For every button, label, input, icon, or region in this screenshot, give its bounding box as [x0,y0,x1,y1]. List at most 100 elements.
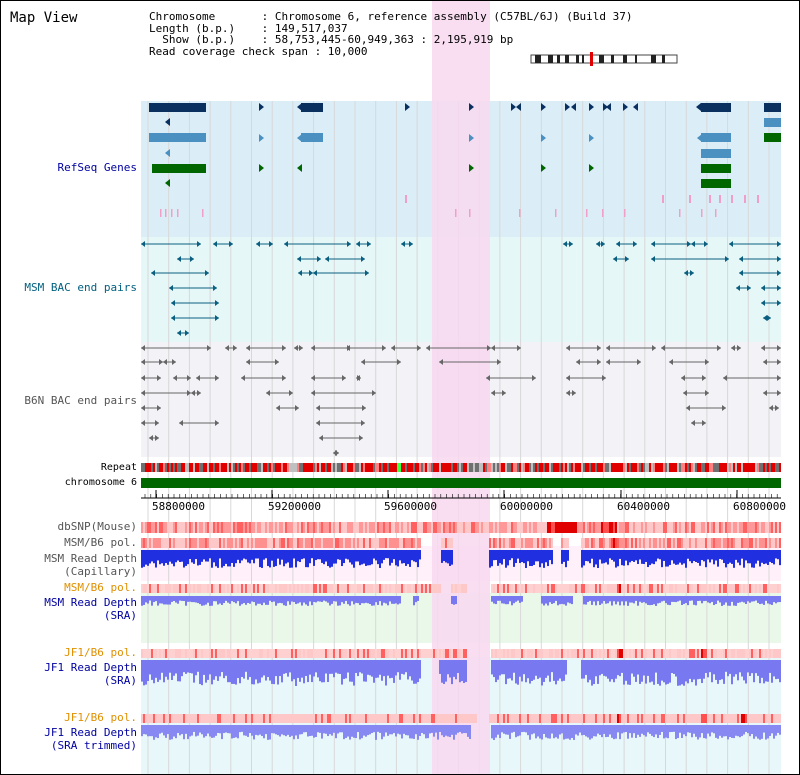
polymorphism-cell [321,538,323,548]
gene-arrow [511,103,516,111]
read-depth-bar [337,596,339,606]
polymorphism-cell [331,522,333,533]
read-depth-bar [355,725,357,739]
repeat-element [627,463,629,472]
polymorphism-cell [455,522,457,533]
read-depth-bar [253,550,255,564]
track-label-jf1-b6-pol-2[interactable]: JF1/B6 pol. [64,711,137,724]
polymorphism-cell [677,522,679,533]
polymorphism-cell [693,649,695,658]
polymorphism-cell [181,522,183,533]
read-depth-bar [395,596,397,604]
track-label-jf1-depth-trim[interactable]: JF1 Read Depth [44,726,137,739]
repeat-element [223,463,225,472]
polymorphism-cell [741,649,743,658]
read-depth-bar [179,660,181,682]
polymorphism-cell [653,538,655,548]
track-label-repeat[interactable]: Repeat [100,462,137,473]
track-label-msm-b6-pol-2[interactable]: MSM/B6 pol. [64,581,137,594]
read-depth-bar [507,660,509,679]
track-label-refseq[interactable]: RefSeq Genes [57,161,137,174]
read-depth-bar [503,725,505,734]
polymorphism-cell [527,714,529,723]
read-depth-bar [333,596,335,602]
read-depth-bar [383,596,385,603]
polymorphism-cell [539,522,541,533]
read-depth-bar [619,550,621,559]
track-label-msm-b6-pol[interactable]: MSM/B6 pol. [64,536,137,549]
read-depth-bar [425,725,427,739]
read-depth-bar [307,550,309,568]
repeat-element [487,463,489,472]
read-depth-bar [313,550,315,566]
read-depth-bar [743,660,745,681]
read-depth-bar [519,596,521,603]
track-label-b6n-bac[interactable]: B6N BAC end pairs [24,394,137,407]
polymorphism-cell [335,584,337,593]
polymorphism-cell [227,714,229,723]
polymorphism-cell [285,714,287,723]
polymorphism-cell [599,714,601,723]
polymorphism-cell [183,522,185,533]
repeat-element [697,463,699,472]
track-label-dbsnp[interactable]: dbSNP(Mouse) [57,520,137,533]
polymorphism-cell [529,538,531,548]
read-depth-bar [321,550,323,563]
polymorphism-cell [407,584,409,593]
read-depth-bar [693,660,695,680]
polymorphism-cell [275,584,277,593]
gene-arrow [571,103,576,111]
track-label-msm-depth-cap[interactable]: MSM Read Depth [44,552,137,565]
polymorphism-cell [627,714,629,723]
polymorphism-cell [659,522,661,533]
polymorphism-cell [237,649,239,658]
read-depth-bar [583,596,585,605]
bac-end [157,375,161,381]
polymorphism-cell [531,714,533,723]
read-depth-bar [669,596,671,606]
gene-block [764,118,781,127]
polymorphism-cell [351,522,353,533]
gene-block [152,164,206,173]
polymorphism-cell [295,649,297,658]
track-label-jf1-b6-pol[interactable]: JF1/B6 pol. [64,646,137,659]
read-depth-bar [545,550,547,563]
track-label-jf1-depth-sra[interactable]: JF1 Read Depth [44,661,137,674]
polymorphism-cell [401,649,403,658]
polymorphism-cell [593,538,595,548]
polymorphism-cell [283,522,285,533]
info-show: Show (b.p.) : 58,753,445-60,949,363 : 2,… [149,33,514,46]
track-label-msm-bac[interactable]: MSM BAC end pairs [24,281,137,294]
read-depth-bar [649,725,651,734]
polymorphism-cell [347,714,349,723]
polymorphism-cell [149,522,151,533]
polymorphism-cell [497,522,499,533]
polymorphism-cell [365,649,367,658]
polymorphism-cell [363,538,365,548]
polymorphism-cell [501,714,503,723]
polymorphism-cell [655,538,657,548]
polymorphism-cell [151,649,153,658]
read-depth-bar [605,596,607,604]
read-depth-bar [665,660,667,685]
repeat-element [571,463,573,472]
polymorphism-cell [657,538,659,548]
polymorphism-cell [159,649,161,658]
polymorphism-cell [455,714,457,723]
repeat-element [383,463,385,472]
polymorphism-cell [643,649,645,658]
polymorphism-cell [549,584,551,593]
repeat-element [235,463,237,472]
polymorphism-cell [293,538,295,548]
repeat-element [469,463,471,472]
polymorphism-cell [637,584,639,593]
bac-end [777,390,781,396]
read-depth-bar [413,660,415,684]
polymorphism-cell [441,538,443,548]
read-depth-bar [309,725,311,737]
read-depth-bar [437,725,439,740]
polymorphism-cell [699,714,701,723]
bac-end [213,285,217,291]
track-label-msm-depth-sra[interactable]: MSM Read Depth [44,596,137,609]
